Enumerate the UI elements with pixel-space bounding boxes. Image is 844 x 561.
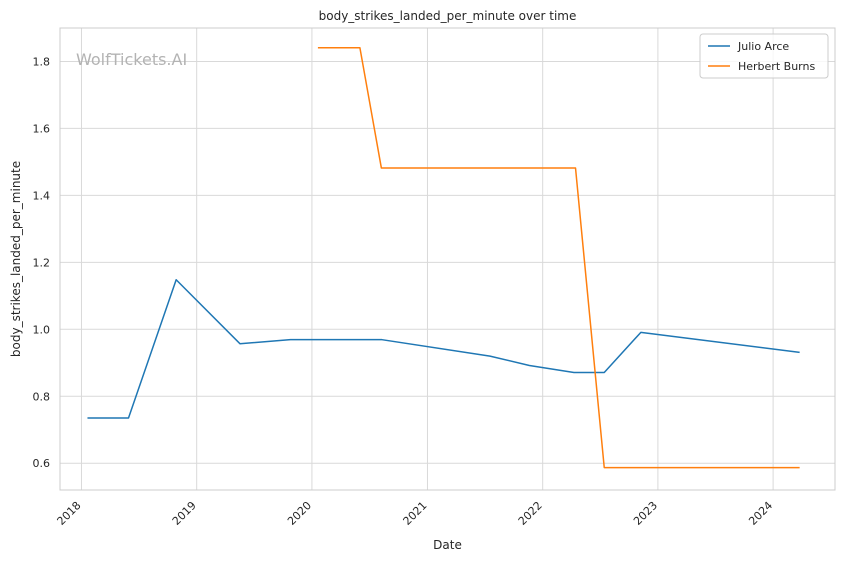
y-tick-label: 0.6: [33, 457, 51, 470]
legend-box: [699, 33, 829, 79]
y-axis-title: body_strikes_landed_per_minute: [9, 161, 23, 357]
y-tick-label: 0.8: [33, 390, 51, 403]
chart-title: body_strikes_landed_per_minute over time: [319, 9, 577, 23]
y-tick-labels: 0.6 0.8 1.0 1.2 1.4 1.6 1.8: [33, 55, 51, 470]
series-line-julio-arce: [87, 279, 800, 419]
y-tick-label: 1.0: [33, 323, 51, 336]
series-line-herbert-burns: [317, 47, 800, 469]
x-axis-title: Date: [433, 538, 462, 552]
grid: [60, 28, 835, 490]
legend: Julio Arce Herbert Burns: [699, 33, 829, 79]
watermark-text: WolfTickets.AI: [76, 50, 187, 69]
y-tick-label: 1.8: [33, 55, 51, 68]
legend-label: Julio Arce: [737, 40, 789, 53]
y-tick-label: 1.4: [33, 189, 51, 202]
legend-items: Julio Arce Herbert Burns: [708, 40, 815, 73]
series-lines: [87, 47, 800, 469]
legend-label: Herbert Burns: [738, 60, 815, 73]
y-tick-label: 1.2: [33, 256, 51, 269]
y-tick-label: 1.6: [33, 122, 51, 135]
plot-frame: [59, 27, 836, 491]
